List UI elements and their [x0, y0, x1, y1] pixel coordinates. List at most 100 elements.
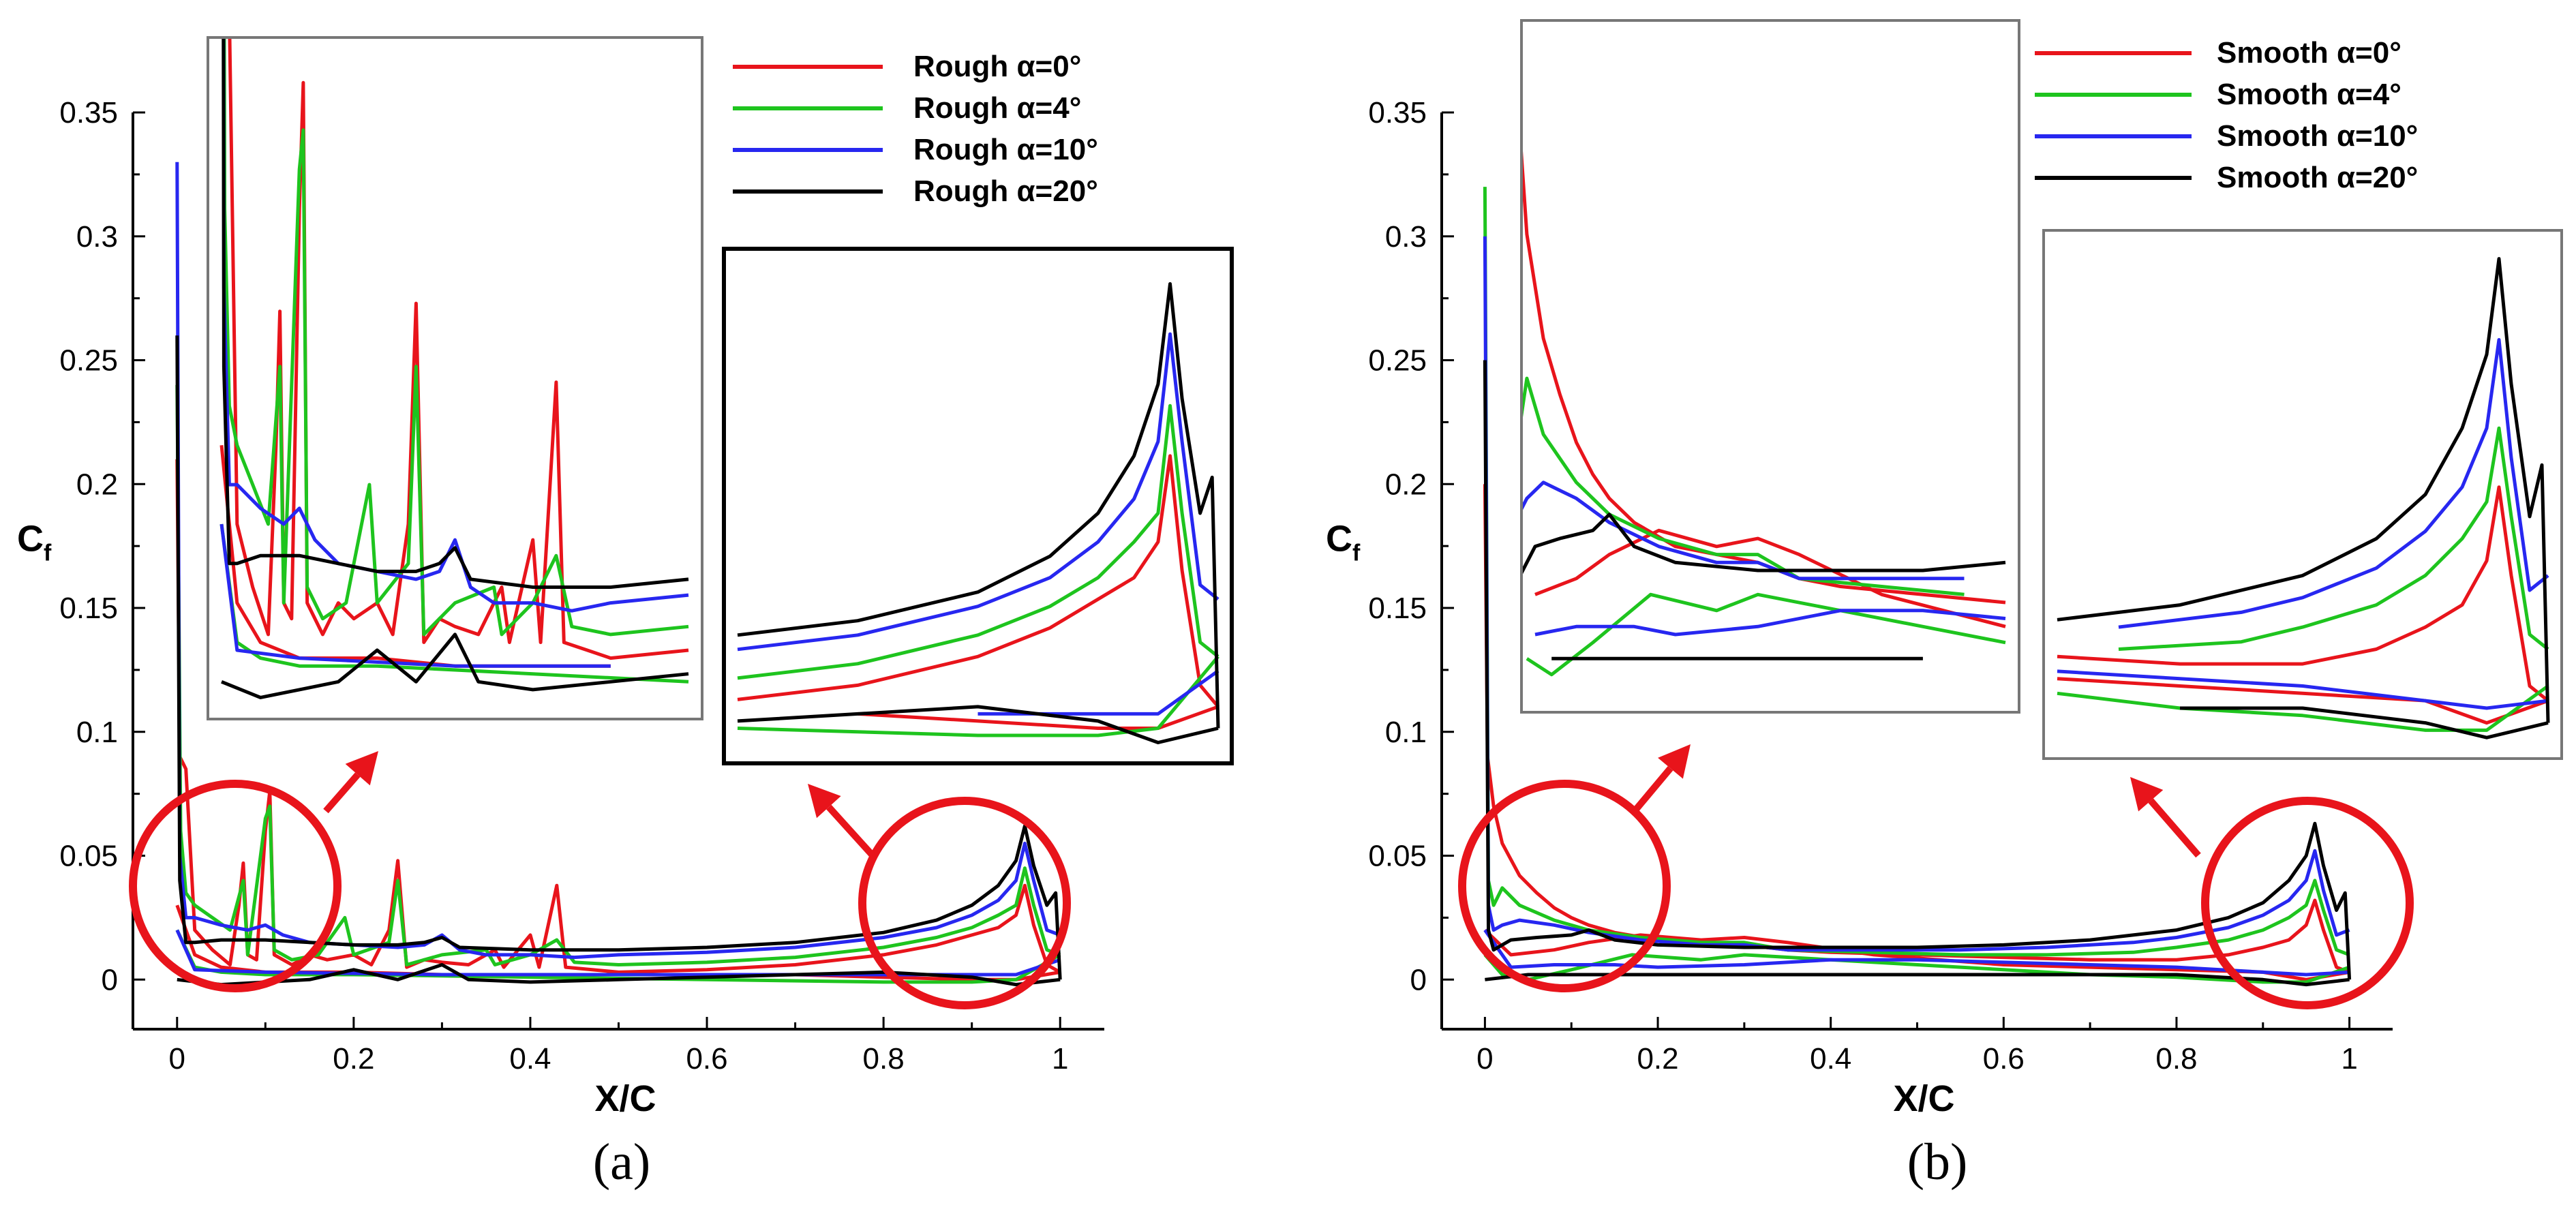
- legend-label-alpha_20: Smooth α=20°: [2217, 161, 2418, 194]
- y-tick-label: 0: [1410, 963, 1427, 996]
- x-tick-label: 0.6: [686, 1042, 727, 1076]
- x-tick-label: 0.8: [863, 1042, 905, 1076]
- series-line-upper-alpha_4: [175, 384, 1061, 966]
- highlight-circle-leading: [1458, 780, 1671, 992]
- series-line-upper-alpha_20: [1483, 360, 2352, 980]
- inset-trailing-edge-line-upper-alpha_0: [737, 454, 1219, 708]
- series-line-upper-alpha_10: [175, 162, 1061, 960]
- series-line-lower-alpha_20: [177, 963, 1061, 987]
- y-tick-label: 0.05: [1368, 840, 1427, 873]
- series-line-lower-alpha_20: [1485, 973, 2350, 987]
- arrow-to-inset-leading-shaft: [323, 772, 361, 814]
- y-tick-label: 0.35: [1368, 96, 1427, 129]
- inset-trailing-edge-frame: [2042, 229, 2563, 760]
- inset-trailing-edge-line-lower-alpha_10: [2057, 669, 2549, 710]
- y-tick-label: 0.05: [59, 840, 118, 873]
- inset-leading-edge-line-upper-alpha_4: [1523, 376, 1965, 596]
- panel-caption: (b): [1907, 1133, 1968, 1191]
- inset-trailing-edge-frame: [722, 247, 1234, 765]
- inset-leading-edge-line-lower-alpha_10: [1534, 609, 2006, 637]
- y-tick-label: 0.1: [1385, 716, 1427, 749]
- inset-trailing-edge-line-upper-alpha_10: [737, 332, 1219, 652]
- x-tick-label: 0.2: [333, 1042, 374, 1076]
- highlight-circle-trailing: [858, 797, 1071, 1009]
- y-axis-label: Cf: [17, 518, 52, 566]
- inset-leading-edge-line-lower-alpha_20: [221, 632, 689, 699]
- x-tick-label: 0: [1476, 1042, 1493, 1076]
- inset-trailing-edge-line-lower-alpha_0: [2057, 677, 2549, 725]
- arrow-to-inset-leading-head: [345, 751, 378, 786]
- x-tick-label: 0: [169, 1042, 185, 1076]
- highlight-circle-leading: [129, 780, 342, 992]
- legend-label-alpha_10: Smooth α=10°: [2217, 119, 2418, 153]
- x-tick-label: 0.4: [509, 1042, 551, 1076]
- arrow-to-inset-trailing-shaft: [826, 804, 875, 858]
- panel-caption: (a): [593, 1133, 650, 1191]
- inset-trailing-edge-line-lower-alpha_20: [737, 705, 1219, 744]
- inset-trailing-edge-line-upper-alpha_20: [2057, 257, 2550, 723]
- x-axis-label: X/C: [1893, 1078, 1954, 1119]
- y-tick-label: 0.35: [59, 96, 118, 129]
- arrow-to-inset-leading-head: [1658, 744, 1691, 779]
- x-tick-label: 1: [1052, 1042, 1068, 1076]
- arrow-to-inset-trailing-head: [2130, 777, 2164, 812]
- x-tick-label: 0.2: [1637, 1042, 1678, 1076]
- inset-trailing-edge-line-lower-alpha_0: [858, 705, 1219, 730]
- y-tick-label: 0.3: [76, 220, 118, 254]
- y-tick-label: 0.3: [1385, 220, 1427, 254]
- inset-leading-edge-line-upper-alpha_10: [1523, 481, 1965, 581]
- inset-leading-edge-line-upper-alpha_0: [1523, 151, 2006, 605]
- inset-trailing-edge-line-upper-alpha_20: [737, 282, 1220, 729]
- inset-trailing-edge-line-lower-alpha_4: [737, 655, 1219, 737]
- legend-label-alpha_4: Rough α=4°: [913, 91, 1081, 125]
- legend-label-alpha_0: Rough α=0°: [913, 50, 1081, 83]
- inset-leading-edge-line-upper-alpha_4: [222, 39, 689, 637]
- inset-leading-edge-line-lower-alpha_10: [219, 523, 611, 668]
- x-axis-label: X/C: [594, 1078, 656, 1119]
- arrow-to-inset-trailing-shaft: [2148, 798, 2201, 858]
- y-tick-label: 0: [102, 963, 118, 996]
- inset-trailing-edge-line-upper-alpha_4: [737, 403, 1219, 680]
- y-tick-label: 0.15: [59, 592, 118, 625]
- inset-trailing-edge-line-upper-alpha_10: [2118, 338, 2549, 629]
- inset-leading-edge-line-lower-alpha_4: [1526, 592, 2006, 677]
- x-tick-label: 1: [2341, 1042, 2357, 1076]
- inset-trailing-edge-line-lower-alpha_20: [2180, 706, 2549, 739]
- panel-a: 0 0.2 0.4 0.6 0.8 1 0 0.05 0.1 0.15 0.2 0.25 0.3 0.35…: [17, 36, 1234, 1191]
- inset-trailing-edge-line-lower-alpha_4: [2057, 684, 2549, 732]
- y-tick-label: 0.2: [76, 468, 118, 501]
- inset-leading-edge-line-lower-alpha_0: [1534, 528, 2006, 628]
- inset-trailing-edge-line-upper-alpha_4: [2118, 426, 2549, 651]
- inset-trailing-edge: [722, 247, 1234, 765]
- inset-leading-edge-line-upper-alpha_20: [1523, 513, 2006, 575]
- series-line-lower-alpha_10: [1483, 929, 2350, 977]
- y-tick-label: 0.25: [59, 344, 118, 378]
- series-line-upper-alpha_4: [1483, 187, 2350, 957]
- inset-leading-edge: [207, 36, 703, 720]
- series-line-upper-alpha_10: [1483, 236, 2350, 952]
- legend-label-alpha_4: Smooth α=4°: [2217, 78, 2401, 111]
- inset-leading-edge-frame: [1520, 19, 2020, 714]
- y-tick-label: 0.15: [1368, 592, 1427, 625]
- x-tick-label: 0.8: [2155, 1042, 2197, 1076]
- legend-label-alpha_20: Rough α=20°: [913, 174, 1098, 208]
- arrow-to-inset-leading-shaft: [1632, 766, 1673, 814]
- series-line-upper-alpha_20: [175, 335, 1062, 980]
- highlight-circle-trailing: [2201, 797, 2414, 1009]
- y-tick-label: 0.1: [76, 716, 118, 749]
- inset-leading-edge: [1520, 19, 2020, 714]
- inset-leading-edge-line-upper-alpha_20: [222, 39, 689, 589]
- legend-label-alpha_10: Rough α=10°: [913, 133, 1098, 166]
- y-tick-label: 0.2: [1385, 468, 1427, 501]
- arrow-to-inset-trailing-head: [808, 784, 841, 819]
- y-axis-label: Cf: [1326, 518, 1361, 566]
- series-line-lower-alpha_10: [175, 929, 1061, 977]
- inset-trailing-edge-line-upper-alpha_0: [2057, 485, 2549, 703]
- inset-trailing-edge: [2042, 229, 2563, 760]
- y-tick-label: 0.25: [1368, 344, 1427, 378]
- x-tick-label: 0.4: [1810, 1042, 1851, 1076]
- legend-label-alpha_0: Smooth α=0°: [2217, 36, 2401, 70]
- panel-b: 0 0.2 0.4 0.6 0.8 1 0 0.05 0.1 0.15 0.2 0.25 0.3 0.35…: [1326, 19, 2563, 1191]
- x-tick-label: 0.6: [1983, 1042, 2025, 1076]
